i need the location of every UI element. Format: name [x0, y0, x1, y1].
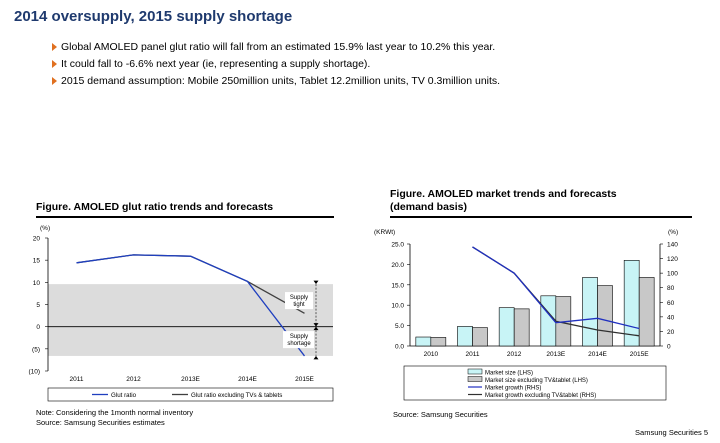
y-tick-label: 15 [33, 258, 41, 265]
arrowhead-icon [313, 355, 319, 360]
y-tick-label-right: 40 [667, 314, 675, 321]
left-figure-rule [36, 216, 334, 218]
triangle-bullet-icon [52, 60, 57, 68]
left-figure-title: Figure. AMOLED glut ratio trends and for… [36, 201, 274, 213]
x-tick-label: 2011 [466, 351, 480, 358]
line-market-growth [472, 246, 640, 330]
y-tick-label-right: 60 [667, 300, 675, 307]
x-tick-label: 2014E [238, 376, 257, 383]
y-tick-label-right: 140 [667, 242, 678, 249]
arrowhead-icon [313, 323, 319, 327]
x-tick-label: 2012 [126, 376, 141, 383]
source-line: Source: Samsung Securities estimates [36, 418, 165, 427]
arrowhead-icon [313, 280, 319, 285]
bar-market-size-ex-tv-tablet [513, 308, 530, 347]
annotation-supply-shortage-line1: Supply [290, 334, 308, 340]
bullet-item: Global AMOLED panel glut ratio will fall… [52, 39, 500, 55]
y-tick-label: (5) [32, 346, 40, 353]
x-tick-label: 2010 [424, 351, 439, 358]
note-line: Note: Considering the 1month normal inve… [36, 408, 194, 417]
bar-market-size-ex-tv-tablet [597, 285, 613, 347]
legend-label: Market growth excluding TV&tablet (RHS) [485, 393, 596, 399]
triangle-bullet-icon [52, 43, 57, 51]
y-tick-label-left: 25.0 [391, 242, 404, 249]
y-axis-right-label: (%) [668, 229, 678, 236]
x-tick-label: 2015E [630, 351, 649, 358]
series-line-glut-ratio [76, 254, 306, 357]
annotation-supply-tight-line1: Supply [290, 295, 308, 301]
annotation-box [283, 331, 314, 349]
y-tick-label: 5 [36, 302, 40, 309]
bar-market-size [623, 260, 640, 347]
bar-market-size-ex-tv-tablet [472, 327, 488, 347]
legend-box [403, 365, 667, 401]
y-tick-label-right: 120 [667, 256, 678, 263]
bar-market-size-ex-tv-tablet [638, 277, 655, 347]
y-tick-label-right: 80 [667, 285, 675, 292]
x-tick-label: 2013E [181, 376, 200, 383]
bar-market-size [415, 336, 432, 347]
annotation-supply-tight-line2: tight [293, 302, 305, 308]
triangle-bullet-icon [52, 77, 57, 85]
right-figure-source: Source: Samsung Securities [393, 410, 488, 419]
right-figure-rule [390, 216, 692, 218]
y-tick-label-left: 0.0 [395, 344, 404, 351]
bullet-item: 2015 demand assumption: Mobile 250millio… [52, 73, 500, 89]
bullet-item: It could fall to -6.6% next year (ie, re… [52, 56, 500, 72]
y-tick-label-left: 20.0 [391, 262, 404, 269]
bar-market-size [457, 326, 473, 347]
y-tick-label: (10) [28, 369, 40, 376]
bullet-list: Global AMOLED panel glut ratio will fall… [52, 39, 500, 90]
legend-label: Market size excluding TV&tablet (LHS) [485, 378, 588, 384]
bar-market-size [582, 277, 598, 347]
legend-label-glut-ratio-ex: Glut ratio excluding TVs & tablets [191, 392, 282, 399]
x-tick-label: 2012 [507, 351, 522, 358]
legend-label: Market growth (RHS) [485, 385, 541, 391]
bar-market-size [498, 307, 515, 347]
y-tick-label: 10 [33, 280, 41, 287]
y-tick-label: 20 [33, 236, 41, 243]
x-tick-label: 2015E [295, 376, 314, 383]
legend-label: Market size (LHS) [485, 370, 533, 376]
y-tick-label-left: 15.0 [391, 282, 404, 289]
x-tick-label: 2014E [588, 351, 607, 358]
y-axis-left-label: (KRWt) [374, 229, 395, 236]
market-trends-chart: (KRWt) (%) 25.0 20.0 15.0 10.0 5.0 0.0 140 120 100… [374, 229, 678, 401]
slide-title: 2014 oversupply, 2015 supply shortage [14, 8, 293, 25]
legend-swatch-bar [467, 368, 483, 375]
legend-label-glut-ratio: Glut ratio [111, 392, 137, 399]
arrowhead-icon [313, 326, 319, 331]
left-figure-note: Note: Considering the 1month normal inve… [36, 408, 193, 428]
legend-swatch-bar [467, 376, 483, 382]
y-tick-label: 0 [36, 324, 40, 331]
bar-market-size-ex-tv-tablet [430, 337, 447, 347]
y-tick-label-right: 100 [667, 271, 678, 278]
legend-box [47, 387, 334, 402]
y-axis-label: (%) [40, 225, 50, 232]
annotation-box [285, 292, 313, 310]
x-tick-label: 2011 [70, 376, 84, 383]
y-tick-label-right: 20 [667, 329, 675, 336]
page-footer: Samsung Securities 5 [635, 428, 708, 437]
annotation-supply-shortage-line2: shortage [287, 341, 311, 347]
y-tick-label-left: 10.0 [391, 303, 404, 310]
y-tick-label-right: 0 [667, 344, 671, 351]
right-figure-title: Figure. AMOLED market trends and forecas… [390, 188, 617, 213]
glut-ratio-chart: (%) 20 15 10 5 0 (5) (10) 2011 2012 2013E 2014E 2015… [28, 225, 334, 402]
y-tick-label-left: 5.0 [395, 323, 404, 330]
x-tick-label: 2013E [546, 351, 565, 358]
